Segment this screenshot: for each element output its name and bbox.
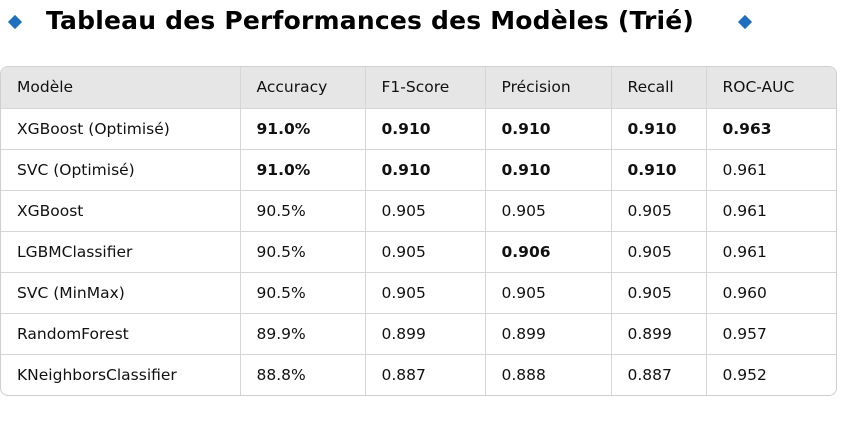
cell-precision: 0.906 [485,231,612,273]
cell-accuracy: 88.8% [240,354,366,395]
cell-recall: 0.910 [611,149,707,191]
cell-f1-score: 0.887 [365,354,486,395]
cell-model: SVC (Optimisé) [1,149,241,191]
performance-table: Modèle Accuracy F1-Score Précision Recal… [1,67,836,395]
table-row: RandomForest 89.9% 0.899 0.899 0.899 0.9… [1,313,836,355]
cell-accuracy: 89.9% [240,313,366,355]
cell-accuracy: 90.5% [240,231,366,273]
cell-recall: 0.905 [611,272,707,314]
cell-model: SVC (MinMax) [1,272,241,314]
cell-precision: 0.899 [485,313,612,355]
cell-precision: 0.905 [485,190,612,232]
column-header-accuracy: Accuracy [240,67,366,109]
cell-precision: 0.910 [485,149,612,191]
cell-roc-auc: 0.961 [706,190,836,232]
cell-accuracy: 91.0% [240,149,366,191]
cell-roc-auc: 0.961 [706,149,836,191]
page-title: Tableau des Performances des Modèles (Tr… [46,6,695,35]
table-row: XGBoost (Optimisé) 91.0% 0.910 0.910 0.9… [1,108,836,150]
cell-accuracy: 90.5% [240,190,366,232]
table-row: LGBMClassifier 90.5% 0.905 0.906 0.905 0… [1,231,836,273]
cell-f1-score: 0.910 [365,149,486,191]
column-header-model: Modèle [1,67,241,109]
cell-f1-score: 0.910 [365,108,486,150]
cell-precision: 0.888 [485,354,612,395]
cell-f1-score: 0.905 [365,231,486,273]
header-row: Modèle Accuracy F1-Score Précision Recal… [1,67,836,109]
cell-precision: 0.910 [485,108,612,150]
blue-diamond-icon [7,14,23,30]
cell-f1-score: 0.899 [365,313,486,355]
column-header-recall: Recall [611,67,707,109]
cell-recall: 0.905 [611,231,707,273]
cell-model: XGBoost [1,190,241,232]
cell-roc-auc: 0.963 [706,108,836,150]
cell-model: KNeighborsClassifier [1,354,241,395]
table-row: XGBoost 90.5% 0.905 0.905 0.905 0.961 [1,190,836,232]
table-body: XGBoost (Optimisé) 91.0% 0.910 0.910 0.9… [1,108,836,395]
table-row: SVC (Optimisé) 91.0% 0.910 0.910 0.910 0… [1,149,836,191]
cell-f1-score: 0.905 [365,190,486,232]
cell-recall: 0.887 [611,354,707,395]
cell-accuracy: 90.5% [240,272,366,314]
cell-roc-auc: 0.960 [706,272,836,314]
cell-roc-auc: 0.961 [706,231,836,273]
table-header: Modèle Accuracy F1-Score Précision Recal… [1,67,836,109]
cell-model: XGBoost (Optimisé) [1,108,241,150]
column-header-f1-score: F1-Score [365,67,486,109]
table-row: SVC (MinMax) 90.5% 0.905 0.905 0.905 0.9… [1,272,836,314]
column-header-roc-auc: ROC-AUC [706,67,836,109]
cell-recall: 0.899 [611,313,707,355]
title-bar: Tableau des Performances des Modèles (Tr… [0,0,842,48]
cell-accuracy: 91.0% [240,108,366,150]
cell-recall: 0.905 [611,190,707,232]
cell-model: RandomForest [1,313,241,355]
cell-roc-auc: 0.957 [706,313,836,355]
column-header-precision: Précision [485,67,612,109]
blue-diamond-icon [737,14,753,30]
table-row: KNeighborsClassifier 88.8% 0.887 0.888 0… [1,354,836,395]
cell-f1-score: 0.905 [365,272,486,314]
cell-precision: 0.905 [485,272,612,314]
cell-recall: 0.910 [611,108,707,150]
performance-table-container: Modèle Accuracy F1-Score Précision Recal… [0,66,837,396]
cell-roc-auc: 0.952 [722,365,767,384]
cell-model: LGBMClassifier [1,231,241,273]
